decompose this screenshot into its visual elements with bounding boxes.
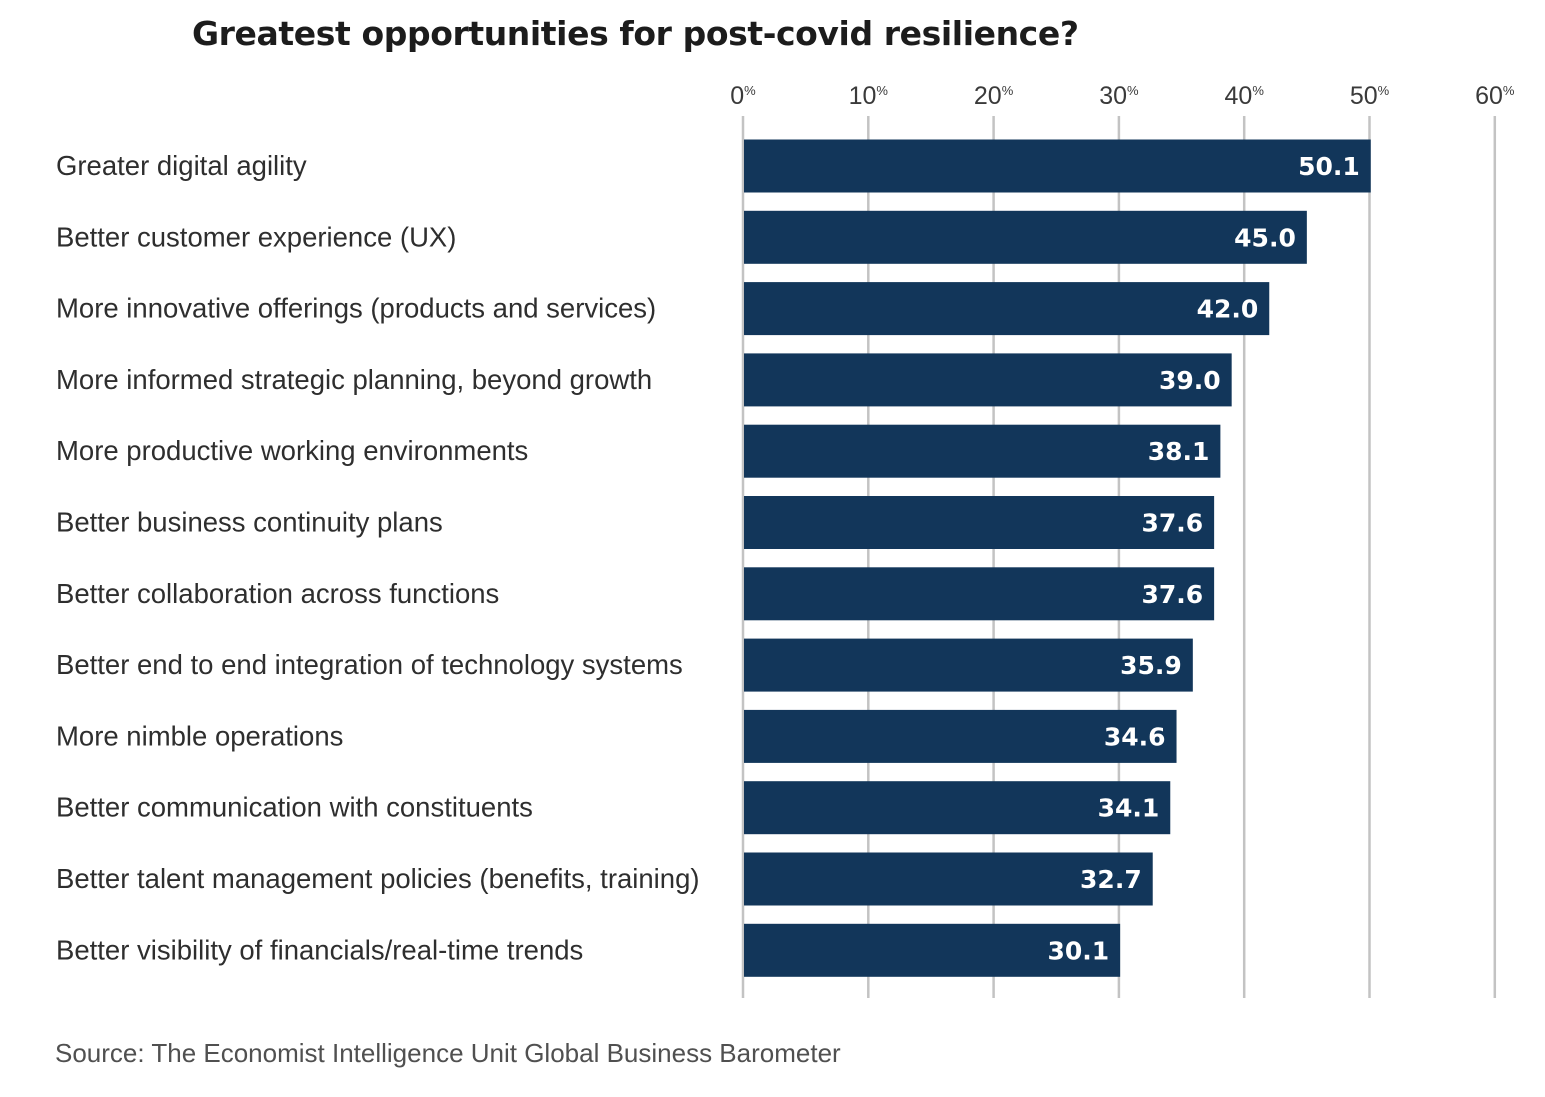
category-label-12: Better visibility of financials/real-tim…	[56, 934, 583, 965]
x-tick-value: 20	[974, 82, 1002, 110]
bar-12	[744, 923, 1121, 977]
value-label-3: 42.0	[1197, 295, 1259, 324]
x-axis-ticks: 0% 10% 20% 30% 40% 50% 60%	[730, 82, 1515, 110]
value-label-1: 50.1	[1298, 152, 1360, 181]
value-label-8: 35.9	[1120, 651, 1182, 680]
bar-5	[744, 424, 1221, 478]
x-tick-value: 50	[1350, 82, 1378, 110]
value-label-5: 38.1	[1148, 437, 1210, 466]
category-label-7: Better collaboration across functions	[56, 578, 499, 609]
x-tick-unit: %	[1252, 83, 1264, 98]
x-tick-unit: %	[876, 83, 888, 98]
category-label-4: More informed strategic planning, beyond…	[56, 364, 652, 395]
category-label-3: More innovative offerings (products and …	[56, 293, 656, 324]
x-tick-unit: %	[744, 83, 756, 98]
value-label-10: 34.1	[1098, 794, 1160, 823]
value-label-6: 37.6	[1141, 509, 1203, 538]
category-label-6: Better business continuity plans	[56, 507, 443, 538]
x-tick-unit: %	[1127, 83, 1139, 98]
value-label-7: 37.6	[1141, 580, 1203, 609]
source-note: Source: The Economist Intelligence Unit …	[55, 1038, 841, 1068]
category-label-2: Better customer experience (UX)	[56, 221, 456, 252]
value-label-9: 34.6	[1104, 722, 1166, 751]
x-tick-unit: %	[1378, 83, 1390, 98]
x-tick-value: 0	[730, 82, 744, 110]
x-tick-value: 40	[1225, 82, 1253, 110]
value-label-11: 32.7	[1080, 865, 1142, 894]
value-label-4: 39.0	[1159, 366, 1221, 395]
bar-10	[744, 781, 1171, 835]
category-label-1: Greater digital agility	[56, 150, 307, 181]
x-tick-unit: %	[1002, 83, 1014, 98]
bar-8	[744, 638, 1193, 692]
category-label-9: More nimble operations	[56, 720, 343, 751]
x-tick-value: 30	[1099, 82, 1127, 110]
bars: 50.1 45.0 42.0 39.0 38.1 37.6 37.6 35.9 34.6 34.1…	[744, 139, 1371, 977]
bar-2	[744, 210, 1307, 264]
category-label-11: Better talent management policies (benef…	[56, 863, 700, 894]
bar-4	[744, 353, 1232, 407]
value-label-2: 45.0	[1234, 223, 1296, 252]
x-tick-label-40: 40%	[1225, 82, 1265, 110]
value-label-12: 30.1	[1047, 936, 1109, 965]
x-tick-label-10: 10%	[849, 82, 889, 110]
x-tick-label-20: 20%	[974, 82, 1014, 110]
x-tick-label-50: 50%	[1350, 82, 1390, 110]
bar-1	[744, 139, 1371, 193]
x-tick-label-60: 60%	[1475, 82, 1515, 110]
x-tick-unit: %	[1503, 83, 1515, 98]
x-tick-value: 10	[849, 82, 877, 110]
bar-11	[744, 852, 1153, 906]
category-label-8: Better end to end integration of technol…	[56, 649, 683, 680]
bar-6	[744, 496, 1215, 549]
bar-3	[744, 282, 1270, 336]
x-tick-label-30: 30%	[1099, 82, 1139, 110]
x-tick-value: 60	[1475, 82, 1503, 110]
x-tick-label-0: 0%	[730, 82, 756, 110]
chart-title: Greatest opportunities for post-covid re…	[192, 14, 1079, 53]
category-labels: Greater digital agility Better customer e…	[56, 150, 700, 965]
category-label-10: Better communication with constituents	[56, 792, 533, 823]
bar-9	[744, 709, 1177, 763]
bar-7	[744, 567, 1215, 621]
category-label-5: More productive working environments	[56, 435, 528, 466]
